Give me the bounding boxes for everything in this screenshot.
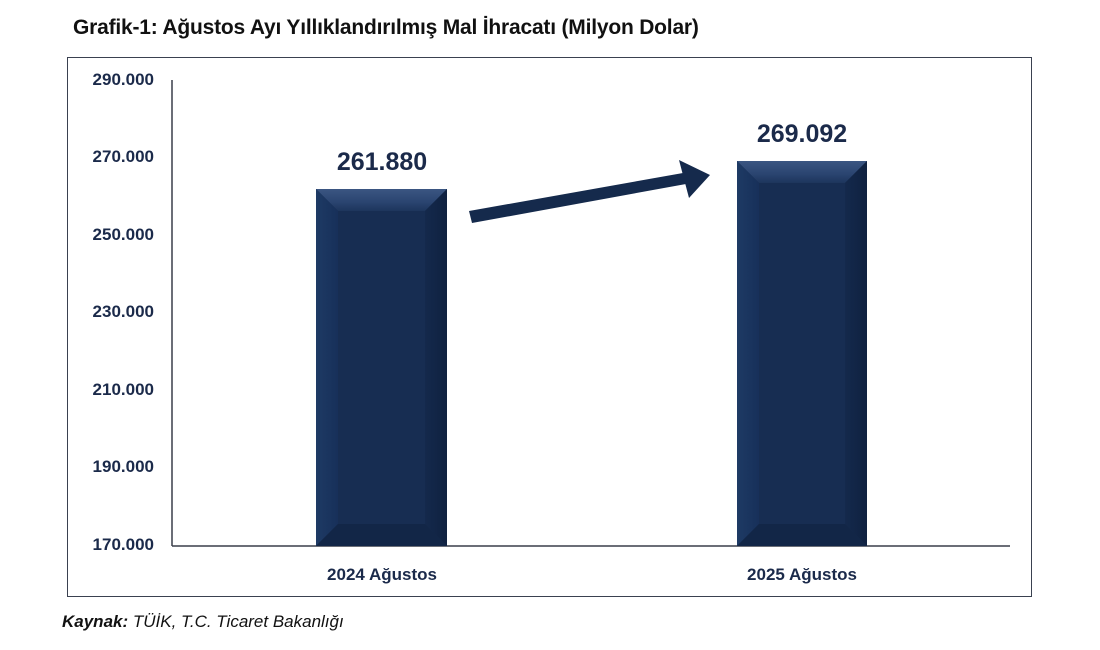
bar-2024-august [316, 189, 447, 546]
increase-arrow-icon [469, 160, 710, 223]
x-category-label: 2024 Ağustos [327, 565, 437, 584]
bar-value-label: 261.880 [336, 148, 428, 176]
bar-value-label: 269.092 [756, 120, 848, 148]
bar-2025-august [737, 161, 867, 546]
y-tick-label: 230.000 [92, 302, 154, 321]
y-tick-label: 190.000 [92, 457, 154, 476]
y-tick-label: 250.000 [92, 225, 154, 244]
y-tick-label: 210.000 [92, 380, 154, 399]
source-label: Kaynak: [62, 612, 129, 631]
source-note: Kaynak: TÜİK, T.C. Ticaret Bakanlığı [62, 612, 344, 632]
x-category-label: 2025 Ağustos [747, 565, 857, 584]
y-tick-label: 270.000 [92, 147, 154, 166]
y-tick-label: 290.000 [92, 70, 154, 89]
chart-title: Grafik-1: Ağustos Ayı Yıllıklandırılmış … [73, 16, 699, 39]
source-text: TÜİK, T.C. Ticaret Bakanlığı [128, 612, 344, 631]
chart-frame [67, 57, 1032, 597]
y-tick-label: 170.000 [92, 535, 154, 554]
